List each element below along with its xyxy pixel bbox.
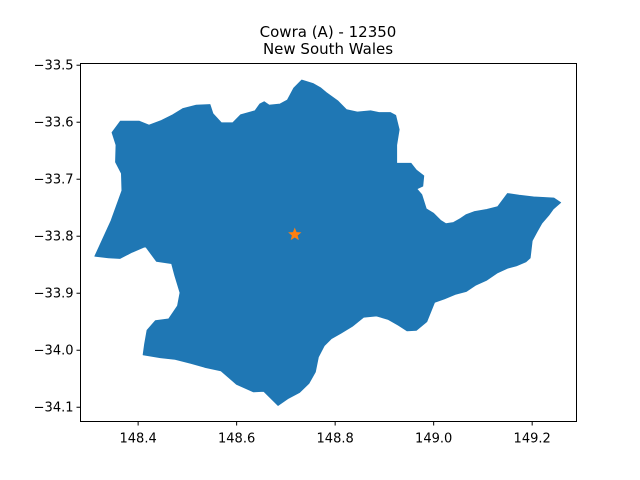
chart-title-line1: Cowra (A) - 12350 [260,23,397,41]
chart-title-line2: New South Wales [263,40,393,58]
x-tick-label: 149.2 [514,432,551,447]
plot-area [94,79,562,406]
region-boundary [94,79,562,406]
y-tick-label: −33.9 [34,287,74,302]
x-tick-label: 148.8 [317,432,354,447]
y-axis: −33.5 −33.6 −33.7 −33.8 −33.9 −34.0 −34.1 [34,59,81,416]
centroid-star [288,227,302,241]
x-axis: 148.4 148.6 148.8 149.0 149.2 [120,421,551,447]
y-tick-label: −33.7 [34,173,74,188]
axes-frame [80,63,577,422]
star-icon [288,227,302,241]
x-tick-label: 149.0 [415,432,452,447]
y-tick-label: −34.0 [34,344,74,359]
x-tick-label: 148.4 [120,432,157,447]
y-tick-label: −34.1 [34,401,74,416]
x-tick-label: 148.6 [218,432,255,447]
y-tick-label: −33.8 [34,230,74,245]
y-tick-label: −33.6 [34,116,74,131]
y-tick-label: −33.5 [34,59,74,74]
